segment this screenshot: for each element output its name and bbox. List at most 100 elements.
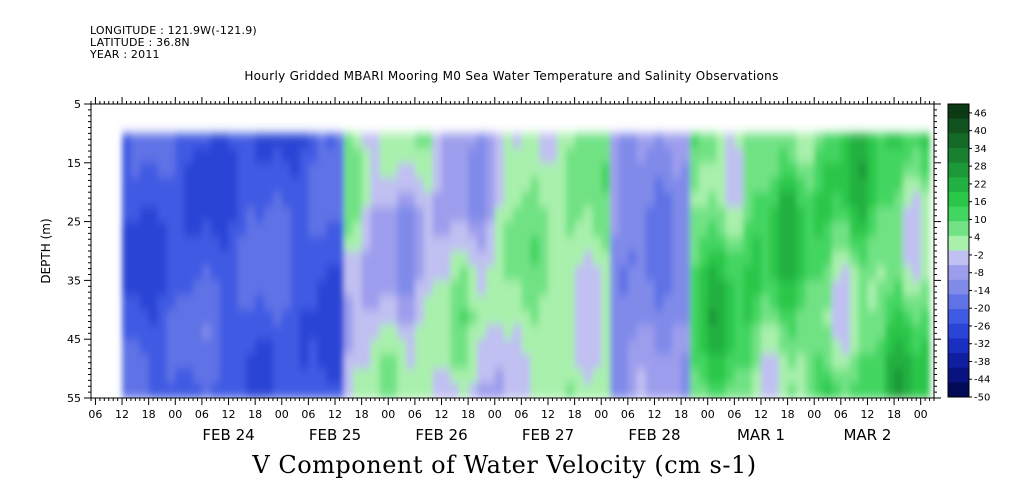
velocity-cell — [920, 148, 931, 164]
colorbar-label: -50 — [974, 393, 990, 404]
velocity-cell — [610, 353, 620, 370]
velocity-cell — [157, 177, 168, 193]
velocity-cell — [317, 324, 327, 340]
velocity-cell — [876, 148, 886, 164]
velocity-cell — [308, 251, 318, 267]
velocity-cell — [201, 192, 212, 208]
velocity-cell — [122, 339, 132, 355]
velocity-cell — [308, 368, 318, 384]
velocity-cell — [716, 339, 727, 355]
velocity-cell — [166, 383, 176, 398]
velocity-cell — [716, 265, 727, 281]
velocity-cell — [876, 353, 886, 370]
colorbar-swatch — [948, 279, 969, 295]
velocity-cell — [228, 148, 239, 164]
velocity-cell — [459, 251, 469, 267]
velocity-cell — [370, 177, 380, 193]
velocity-cell — [485, 251, 496, 267]
velocity-cell — [423, 383, 434, 398]
x-hour-label: 18 — [781, 408, 795, 421]
x-hour-label: 06 — [727, 408, 741, 421]
velocity-cell — [885, 236, 895, 252]
velocity-cell — [175, 251, 185, 267]
velocity-cell — [778, 295, 789, 311]
velocity-cell — [654, 206, 664, 223]
velocity-cell — [849, 148, 860, 164]
velocity-cell — [636, 295, 647, 311]
velocity-cell — [184, 206, 194, 223]
velocity-cell — [610, 177, 620, 193]
velocity-cell — [610, 251, 620, 267]
velocity-cell — [867, 192, 877, 208]
velocity-cell — [157, 324, 168, 340]
velocity-cell — [184, 192, 194, 208]
x-hour-label: 06 — [834, 408, 848, 421]
velocity-cell — [432, 368, 443, 384]
velocity-cell — [539, 177, 549, 193]
velocity-cell — [556, 368, 567, 384]
velocity-cell — [698, 133, 709, 149]
velocity-cell — [805, 353, 815, 370]
velocity-cell — [698, 206, 709, 223]
velocity-cell — [343, 383, 354, 398]
velocity-cell — [299, 236, 309, 252]
velocity-cell — [352, 324, 363, 340]
velocity-cell — [601, 177, 611, 193]
velocity-cell — [201, 280, 212, 296]
velocity-cell — [175, 353, 185, 370]
velocity-cell — [264, 324, 274, 340]
velocity-cell — [175, 309, 185, 326]
velocity-cell — [672, 368, 682, 384]
velocity-cell — [219, 339, 230, 355]
velocity-cell — [521, 177, 531, 193]
velocity-cell — [317, 265, 327, 281]
velocity-cell — [565, 221, 576, 237]
velocity-cell — [122, 265, 132, 281]
velocity-cell — [654, 251, 664, 267]
velocity-cell — [530, 265, 540, 281]
velocity-cell — [326, 295, 336, 311]
velocity-cell — [911, 339, 922, 355]
velocity-cell — [672, 265, 682, 281]
velocity-cell — [601, 192, 611, 208]
velocity-cell — [840, 206, 851, 223]
velocity-cell — [707, 236, 718, 252]
velocity-cell — [911, 133, 922, 149]
velocity-cell — [574, 251, 585, 267]
velocity-cell — [432, 206, 443, 223]
velocity-cell — [414, 295, 425, 311]
velocity-cell — [796, 295, 806, 311]
velocity-cell — [760, 265, 771, 281]
velocity-cell — [645, 251, 656, 267]
velocity-cell — [849, 236, 860, 252]
velocity-cell — [335, 221, 345, 237]
velocity-cell — [255, 133, 265, 149]
velocity-cell — [175, 339, 185, 355]
velocity-cell — [175, 265, 185, 281]
velocity-cell — [352, 133, 363, 149]
velocity-cell — [796, 324, 806, 340]
velocity-cell — [840, 324, 851, 340]
velocity-cell — [618, 133, 629, 149]
velocity-cell — [769, 221, 780, 237]
velocity-cell — [122, 324, 132, 340]
y-tick-label: 25 — [67, 216, 81, 229]
velocity-cell — [618, 280, 629, 296]
velocity-cell — [725, 368, 735, 384]
velocity-cell — [246, 295, 256, 311]
velocity-cell — [778, 383, 789, 398]
velocity-cell — [707, 133, 718, 149]
velocity-cell — [494, 280, 505, 296]
velocity-cell — [166, 162, 176, 179]
velocity-cell — [610, 324, 620, 340]
velocity-cell — [574, 221, 585, 237]
velocity-cell — [255, 383, 265, 398]
velocity-cell — [432, 265, 443, 281]
velocity-cell — [876, 324, 886, 340]
velocity-cell — [547, 295, 558, 311]
velocity-cell — [122, 133, 132, 149]
velocity-cell — [743, 295, 753, 311]
velocity-cell — [814, 177, 824, 193]
velocity-cell — [707, 295, 718, 311]
velocity-cell — [157, 368, 168, 384]
